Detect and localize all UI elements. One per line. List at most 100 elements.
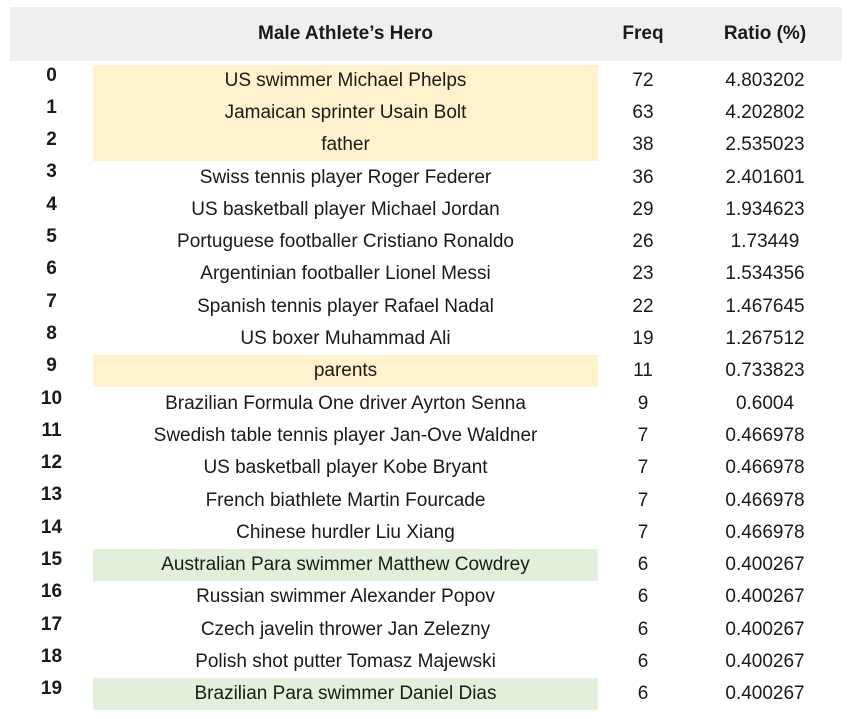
freq-cell: 6 — [637, 554, 649, 576]
freq-cell: 19 — [632, 328, 654, 350]
hero-cell: parents — [93, 355, 598, 388]
table-row: 7 Spanish tennis player Rafael Nadal 22 1.4… — [10, 291, 842, 323]
ratio-cell: 0.400267 — [725, 554, 805, 576]
ratio-cell: 1.467645 — [725, 295, 805, 317]
freq-cell: 23 — [632, 263, 654, 285]
row-index: 11 — [41, 419, 62, 441]
table-row: 13 French biathlete Martin Fourcade 7 0.466… — [10, 484, 842, 516]
freq-cell: 9 — [637, 392, 649, 414]
ratio-cell: 0.400267 — [725, 618, 805, 640]
hero-cell: Polish shot putter Tomasz Majewski — [195, 651, 496, 673]
row-index: 1 — [46, 96, 57, 118]
freq-cell: 6 — [637, 618, 649, 640]
table-row: 16 Russian swimmer Alexander Popov 6 0.4002… — [10, 581, 842, 613]
hero-cell: Chinese hurdler Liu Xiang — [236, 521, 455, 543]
table-row: 1 Jamaican sprinter Usain Bolt 63 4.202802 — [10, 96, 842, 130]
row-index: 13 — [40, 484, 63, 506]
table-row: 18 Polish shot putter Tomasz Majewski 6 0.4… — [10, 646, 842, 678]
table-row: 0 US swimmer Michael Phelps 72 4.803202 — [10, 64, 842, 97]
hero-cell: Argentinian footballer Lionel Messi — [200, 263, 491, 285]
ratio-cell: 0.466978 — [725, 457, 805, 479]
ratio-cell: 2.535023 — [725, 134, 805, 156]
row-index: 9 — [46, 355, 57, 377]
row-index: 8 — [46, 322, 57, 344]
hero-cell: US basketball player Kobe Bryant — [203, 457, 488, 479]
table-row: 3 Swiss tennis player Roger Federer 36 2.40… — [10, 161, 842, 193]
freq-cell: 6 — [637, 586, 649, 608]
row-index: 12 — [40, 452, 63, 474]
row-index: 5 — [46, 226, 57, 247]
hero-cell: Brazilian Formula One driver Ayrton Senn… — [165, 392, 526, 414]
ratio-cell: 0.400267 — [725, 651, 805, 673]
freq-cell: 7 — [637, 457, 649, 479]
hero-cell: US swimmer Michael Phelps — [93, 64, 598, 97]
ratio-cell: 0.466978 — [725, 424, 805, 446]
table-row: 4 US basketball player Michael Jordan 29 1.… — [10, 194, 842, 226]
ratio-cell: 0.466978 — [725, 521, 805, 543]
ratio-cell: 2.401601 — [725, 166, 805, 188]
table-row: 19 Brazilian Para swimmer Daniel Dias 6 0.4… — [10, 678, 842, 711]
row-index: 6 — [46, 258, 57, 280]
hero-cell: Brazilian Para swimmer Daniel Dias — [93, 678, 598, 711]
ratio-cell: 1.267512 — [725, 328, 805, 350]
hero-cell: Swedish table tennis player Jan-Ove Wald… — [153, 424, 538, 446]
hero-cell: French biathlete Martin Fourcade — [205, 489, 486, 511]
freq-cell: 63 — [632, 101, 654, 123]
table-row: 14 Chinese hurdler Liu Xiang 7 0.466978 — [10, 517, 842, 549]
row-index: 10 — [40, 387, 63, 409]
column-header-freq: Freq — [622, 23, 664, 44]
table-row: 6 Argentinian footballer Lionel Messi 23 1.… — [10, 258, 842, 290]
ratio-cell: 0.400267 — [725, 586, 805, 608]
hero-cell: US basketball player Michael Jordan — [191, 198, 500, 220]
freq-cell: 7 — [637, 521, 649, 543]
hero-cell: Czech javelin thrower Jan Zelezny — [200, 618, 491, 640]
row-index: 17 — [40, 613, 63, 635]
freq-cell: 72 — [632, 69, 654, 91]
row-index: 0 — [46, 64, 57, 86]
freq-cell: 11 — [633, 360, 653, 382]
ratio-cell: 0.400267 — [725, 683, 805, 705]
hero-cell: Russian swimmer Alexander Popov — [196, 586, 495, 608]
ratio-cell: 0.6004 — [735, 392, 795, 414]
table-row: 8 US boxer Muhammad Ali 19 1.267512 — [10, 323, 842, 355]
freq-cell: 6 — [637, 651, 649, 673]
ratio-cell: 4.803202 — [725, 69, 805, 91]
table-row: 5 Portuguese footballer Cristiano Ronaldo… — [10, 226, 842, 258]
hero-cell: US boxer Muhammad Ali — [240, 328, 451, 350]
freq-cell: 29 — [632, 198, 654, 220]
hero-cell: Swiss tennis player Roger Federer — [199, 166, 492, 188]
freq-cell: 36 — [632, 166, 654, 188]
hero-cell: Jamaican sprinter Usain Bolt — [93, 96, 598, 130]
ratio-cell: 1.534356 — [725, 263, 805, 285]
column-header-hero: Male Athlete’s Hero — [258, 23, 433, 44]
ratio-cell: 0.466978 — [725, 489, 805, 511]
freq-cell: 7 — [637, 424, 649, 446]
row-index: 14 — [40, 516, 63, 538]
hero-cell: Portuguese footballer Cristiano Ronaldo — [177, 231, 514, 253]
row-index: 2 — [46, 129, 57, 151]
hero-cell: father — [93, 129, 598, 162]
row-index: 16 — [40, 581, 63, 603]
hero-cell: Spanish tennis player Rafael Nadal — [197, 295, 494, 317]
row-index: 19 — [40, 678, 63, 700]
table-row: 2 father 38 2.535023 — [10, 129, 842, 162]
hero-cell: Australian Para swimmer Matthew Cowdrey — [93, 549, 598, 582]
table-row: 11 Swedish table tennis player Jan-Ove Wa… — [10, 420, 842, 452]
row-index: 4 — [46, 193, 57, 215]
ratio-cell: 4.202802 — [725, 101, 805, 123]
ratio-cell: 1.934623 — [725, 198, 805, 220]
freq-cell: 6 — [637, 683, 649, 705]
table-row: 10 Brazilian Formula One driver Ayrton Se… — [10, 388, 842, 420]
table-row: 12 US basketball player Kobe Bryant 7 0.466… — [10, 452, 842, 484]
table-header: Male Athlete’s Hero Freq Ratio (%) — [10, 7, 842, 61]
row-index: 15 — [40, 549, 63, 570]
freq-cell: 38 — [632, 134, 654, 156]
table-row: 17 Czech javelin thrower Jan Zelezny 6 0.40… — [10, 614, 842, 646]
freq-cell: 26 — [632, 231, 654, 253]
freq-cell: 7 — [637, 489, 649, 511]
ratio-cell: 0.733823 — [725, 360, 805, 382]
table-row: 9 parents 11 0.733823 — [10, 355, 842, 388]
row-index: 18 — [40, 645, 63, 667]
freq-cell: 22 — [632, 295, 654, 317]
